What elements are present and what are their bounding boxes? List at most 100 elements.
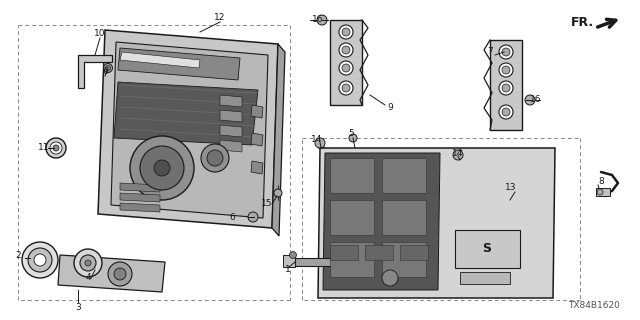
- Text: 14: 14: [452, 148, 464, 157]
- Circle shape: [154, 160, 170, 176]
- Circle shape: [50, 142, 62, 154]
- Text: S: S: [483, 243, 492, 255]
- Circle shape: [339, 43, 353, 57]
- Circle shape: [274, 189, 282, 197]
- Text: 16: 16: [531, 95, 541, 105]
- Circle shape: [502, 84, 510, 92]
- Text: 11: 11: [38, 143, 50, 153]
- Polygon shape: [330, 158, 374, 193]
- Polygon shape: [382, 158, 426, 193]
- Circle shape: [339, 81, 353, 95]
- Polygon shape: [120, 203, 160, 212]
- Polygon shape: [295, 258, 345, 266]
- Polygon shape: [58, 255, 165, 292]
- Polygon shape: [111, 42, 268, 218]
- Polygon shape: [490, 40, 522, 130]
- Circle shape: [382, 270, 398, 286]
- Circle shape: [108, 262, 132, 286]
- Circle shape: [525, 95, 535, 105]
- Polygon shape: [251, 105, 263, 118]
- Circle shape: [597, 189, 603, 195]
- Circle shape: [502, 66, 510, 74]
- Circle shape: [342, 46, 350, 54]
- Polygon shape: [78, 55, 112, 88]
- Polygon shape: [220, 140, 242, 152]
- Polygon shape: [118, 48, 240, 80]
- Text: 7: 7: [487, 46, 493, 55]
- Text: 6: 6: [102, 68, 108, 76]
- Polygon shape: [220, 95, 242, 107]
- Polygon shape: [330, 200, 374, 235]
- Polygon shape: [251, 161, 263, 174]
- Circle shape: [80, 255, 96, 271]
- Polygon shape: [272, 44, 285, 236]
- Circle shape: [349, 134, 357, 142]
- Circle shape: [53, 145, 59, 151]
- Circle shape: [114, 268, 126, 280]
- Text: 1: 1: [285, 266, 291, 275]
- Polygon shape: [114, 82, 258, 145]
- Circle shape: [499, 105, 513, 119]
- Circle shape: [46, 138, 66, 158]
- Text: 13: 13: [505, 183, 516, 193]
- Text: 8: 8: [598, 178, 604, 187]
- Circle shape: [317, 15, 327, 25]
- Polygon shape: [330, 20, 362, 105]
- Polygon shape: [120, 183, 160, 192]
- Text: TX84B1620: TX84B1620: [568, 301, 620, 310]
- Polygon shape: [318, 148, 555, 298]
- Circle shape: [289, 252, 296, 259]
- Polygon shape: [220, 125, 242, 137]
- Polygon shape: [330, 242, 374, 277]
- Text: 14: 14: [311, 135, 323, 145]
- Bar: [596, 188, 610, 196]
- Bar: [330, 245, 358, 260]
- Bar: [365, 245, 393, 260]
- Polygon shape: [220, 110, 242, 122]
- Bar: [400, 245, 428, 260]
- Circle shape: [74, 249, 102, 277]
- Text: 3: 3: [75, 303, 81, 313]
- Circle shape: [248, 212, 258, 222]
- Circle shape: [499, 81, 513, 95]
- Text: FR.: FR.: [570, 15, 593, 28]
- Text: 16: 16: [312, 15, 324, 25]
- Circle shape: [104, 63, 113, 73]
- Circle shape: [342, 28, 350, 36]
- Circle shape: [453, 150, 463, 160]
- Circle shape: [342, 84, 350, 92]
- Circle shape: [339, 25, 353, 39]
- Circle shape: [85, 260, 91, 266]
- Text: 10: 10: [94, 29, 106, 38]
- Text: 9: 9: [387, 102, 393, 111]
- Polygon shape: [98, 30, 278, 228]
- Circle shape: [201, 144, 229, 172]
- Circle shape: [207, 150, 223, 166]
- Polygon shape: [382, 200, 426, 235]
- Circle shape: [499, 45, 513, 59]
- Polygon shape: [382, 242, 426, 277]
- Text: 6: 6: [229, 212, 235, 221]
- Text: 5: 5: [348, 129, 354, 138]
- Circle shape: [502, 48, 510, 56]
- Circle shape: [339, 61, 353, 75]
- Polygon shape: [120, 52, 200, 68]
- Circle shape: [106, 66, 111, 70]
- Polygon shape: [120, 193, 160, 202]
- Circle shape: [34, 254, 46, 266]
- Text: 4: 4: [85, 274, 91, 283]
- Circle shape: [499, 63, 513, 77]
- Text: 2: 2: [15, 251, 21, 260]
- Polygon shape: [251, 133, 263, 146]
- Polygon shape: [323, 153, 440, 290]
- Bar: [460, 272, 510, 284]
- Text: 15: 15: [261, 199, 273, 209]
- Bar: [283, 255, 295, 267]
- Circle shape: [502, 108, 510, 116]
- Circle shape: [140, 146, 184, 190]
- Text: 12: 12: [214, 12, 226, 21]
- Circle shape: [342, 64, 350, 72]
- Circle shape: [315, 138, 325, 148]
- Circle shape: [22, 242, 58, 278]
- Circle shape: [28, 248, 52, 272]
